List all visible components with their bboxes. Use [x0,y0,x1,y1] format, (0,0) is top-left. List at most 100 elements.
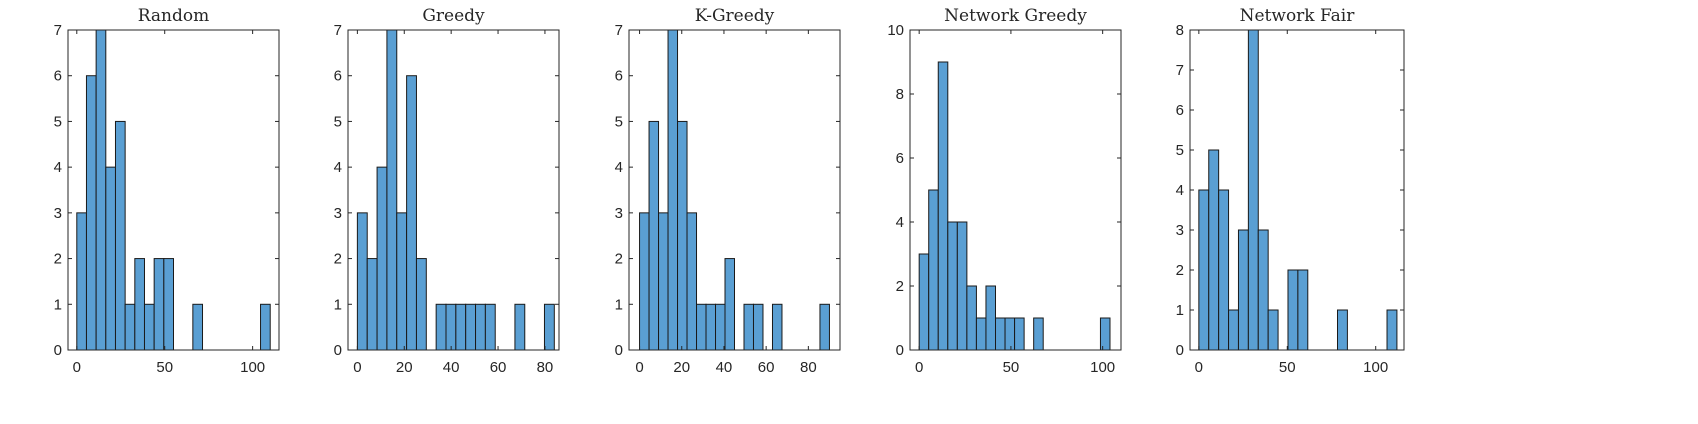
y-tick-label: 2 [615,251,623,268]
y-tick-label: 2 [1176,262,1184,279]
y-tick-label: 5 [1176,142,1184,159]
y-tick-label: 8 [896,86,904,103]
histogram-bar [114,120,126,351]
histogram-bar [715,303,726,351]
histogram-bar [1228,309,1239,351]
histogram-bar [1218,189,1230,351]
y-tick-label: 0 [615,342,623,359]
x-tick-label: 0 [915,359,923,376]
histogram-bar [85,75,97,351]
histogram-bar [947,221,958,351]
histogram-bar [445,303,457,351]
histogram-bar [724,258,736,351]
histogram-bar [1033,317,1044,351]
histogram-bar [1297,269,1309,351]
histogram-bar [1287,269,1299,351]
histogram-bar [153,258,165,351]
histogram-bar [928,189,939,351]
histogram-bar [475,303,486,351]
histogram-bar [819,303,830,351]
histogram-bar [396,212,408,351]
x-tick-label: 0 [73,359,81,376]
histogram-bar [260,303,271,351]
y-tick-label: 4 [615,159,623,176]
histogram-bar [1247,29,1259,351]
x-tick-label: 0 [353,359,361,376]
x-tick-label: 50 [1003,359,1020,376]
histogram-bar [376,166,388,351]
histogram-bar [1014,317,1025,351]
y-tick-label: 6 [54,68,62,85]
histogram-bar [465,303,477,351]
histogram-bar [356,212,368,351]
y-tick-label: 7 [615,22,623,39]
histogram-bar [543,303,555,351]
histogram-bar [1099,317,1111,351]
x-tick-label: 20 [396,359,413,376]
y-tick-label: 6 [1176,102,1184,119]
histogram-bar [455,303,467,351]
y-tick-label: 3 [54,205,62,222]
panel-title: Greedy [422,6,485,26]
x-tick-label: 50 [156,359,173,376]
histogram-bar [406,75,417,351]
histogram-bar [1386,309,1398,351]
axes-frame [67,29,280,351]
y-tick-label: 5 [615,113,623,130]
histogram-bar [705,303,717,351]
x-tick-label: 80 [800,359,817,376]
y-tick-label: 0 [54,342,62,359]
histogram-bar [658,212,669,351]
histogram-bar [975,317,987,351]
histogram-bar [366,258,378,351]
histogram-bar [686,212,698,351]
histogram-bar [696,303,707,351]
y-tick-label: 0 [334,342,342,359]
histogram-bar [1198,189,1210,351]
histogram-k-greedy: K-Greedy 0 1 2 3 4 5 6 7 0 20 40 60 80 [615,6,841,376]
y-tick-label: 4 [54,159,62,176]
histogram-bar [105,166,116,351]
histogram-bar [1208,149,1220,351]
histogram-bar [918,253,930,351]
histogram-bar [743,303,754,351]
y-tick-label: 8 [1176,22,1184,39]
histogram-bar [771,303,783,351]
histogram-bar [484,303,496,351]
histogram-bar [124,303,136,351]
y-tick-label: 3 [334,205,342,222]
histogram-bar [143,303,155,351]
histogram-bar [677,120,688,351]
histogram-bar [752,303,764,351]
histogram-bar [415,258,427,351]
histogram-bar [985,285,997,351]
histogram-bar [76,212,87,351]
histogram-bar [937,61,949,351]
panel-title: Network Fair [1240,6,1356,26]
histogram-bar [1004,317,1016,351]
y-tick-label: 7 [1176,62,1184,79]
x-tick-label: 0 [1195,359,1203,376]
panel-title: Network Greedy [944,6,1087,26]
x-tick-label: 100 [1363,359,1388,376]
y-tick-label: 2 [334,251,342,268]
y-tick-label: 5 [334,113,342,130]
histogram-bar [1267,309,1279,351]
histogram-bar [134,258,145,351]
y-tick-label: 7 [334,22,342,39]
histogram-bar [192,303,204,351]
y-tick-label: 6 [615,68,623,85]
axes-frame [347,29,560,351]
histogram-random: Random 0 1 2 3 4 5 6 7 0 50 100 [54,6,280,376]
axes-frame [909,29,1122,351]
histogram-bar [1337,309,1348,351]
panel-title: K-Greedy [695,6,775,26]
x-tick-label: 50 [1279,359,1296,376]
x-tick-label: 100 [1090,359,1115,376]
y-tick-label: 1 [1176,302,1184,319]
x-tick-label: 60 [490,359,507,376]
y-tick-label: 4 [334,159,342,176]
histogram-bar [648,120,660,351]
y-tick-label: 6 [334,68,342,85]
